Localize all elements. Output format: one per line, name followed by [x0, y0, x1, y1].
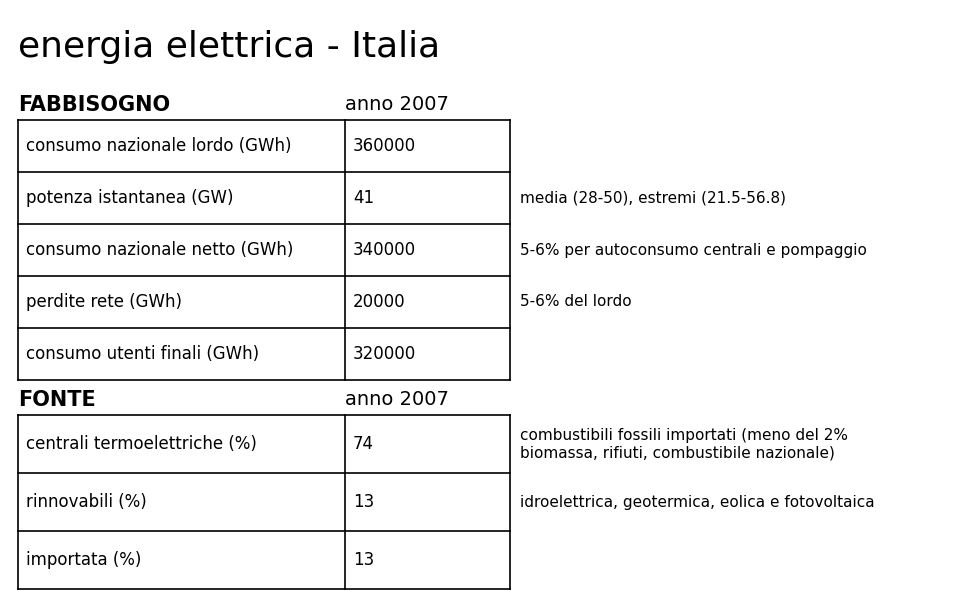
- Text: anno 2007: anno 2007: [345, 390, 449, 409]
- Text: consumo utenti finali (GWh): consumo utenti finali (GWh): [26, 345, 259, 363]
- Text: perdite rete (GWh): perdite rete (GWh): [26, 293, 182, 311]
- Text: 5-6% del lordo: 5-6% del lordo: [520, 294, 632, 310]
- Text: 20000: 20000: [353, 293, 406, 311]
- Text: 340000: 340000: [353, 241, 416, 259]
- Text: consumo nazionale lordo (GWh): consumo nazionale lordo (GWh): [26, 137, 292, 155]
- Text: media (28-50), estremi (21.5-56.8): media (28-50), estremi (21.5-56.8): [520, 191, 786, 206]
- Text: anno 2007: anno 2007: [345, 95, 449, 114]
- Text: 13: 13: [353, 493, 374, 511]
- Text: 360000: 360000: [353, 137, 416, 155]
- Text: 74: 74: [353, 435, 374, 453]
- Text: importata (%): importata (%): [26, 551, 141, 569]
- Text: potenza istantanea (GW): potenza istantanea (GW): [26, 189, 233, 207]
- Text: idroelettrica, geotermica, eolica e fotovoltaica: idroelettrica, geotermica, eolica e foto…: [520, 495, 875, 510]
- Text: 320000: 320000: [353, 345, 417, 363]
- Text: energia elettrica - Italia: energia elettrica - Italia: [18, 30, 440, 64]
- Text: rinnovabili (%): rinnovabili (%): [26, 493, 147, 511]
- Text: consumo nazionale netto (GWh): consumo nazionale netto (GWh): [26, 241, 294, 259]
- Text: FABBISOGNO: FABBISOGNO: [18, 95, 170, 115]
- Text: FONTE: FONTE: [18, 390, 96, 410]
- Text: centrali termoelettriche (%): centrali termoelettriche (%): [26, 435, 257, 453]
- Text: 41: 41: [353, 189, 374, 207]
- Text: 5-6% per autoconsumo centrali e pompaggio: 5-6% per autoconsumo centrali e pompaggi…: [520, 242, 867, 257]
- Text: 13: 13: [353, 551, 374, 569]
- Text: combustibili fossili importati (meno del 2%
biomassa, rifiuti, combustibile nazi: combustibili fossili importati (meno del…: [520, 428, 848, 460]
